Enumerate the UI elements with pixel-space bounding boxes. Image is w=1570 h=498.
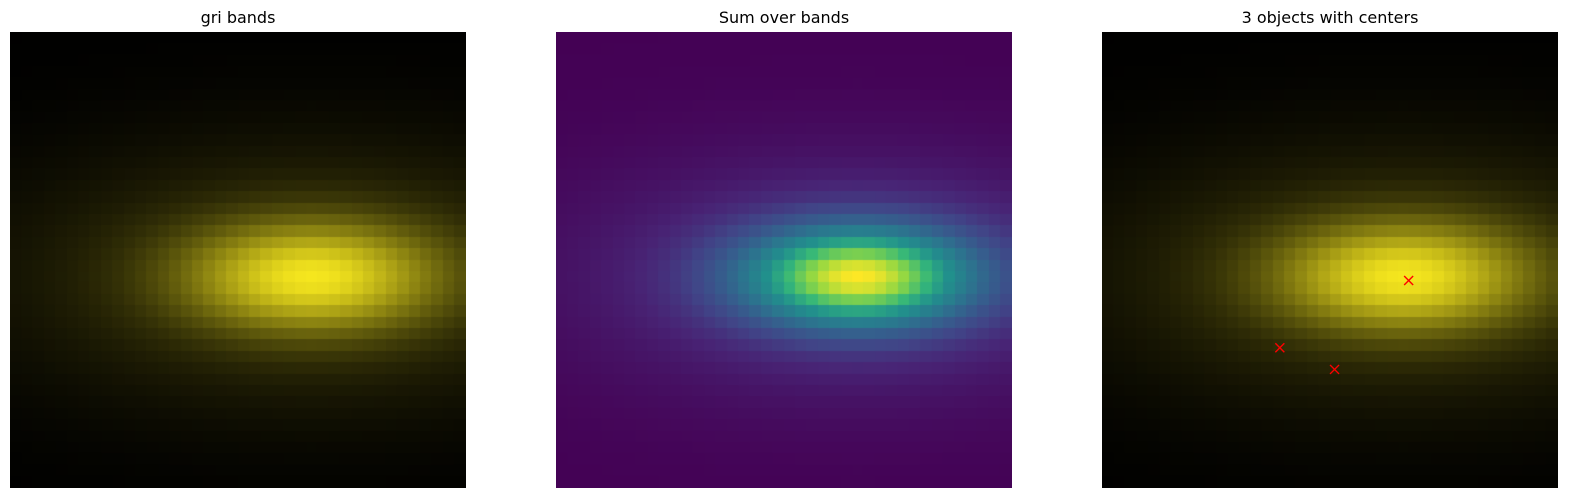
chart-title: Sum over bands: [718, 8, 850, 27]
chart-title: gri bands: [200, 8, 276, 27]
marker-layer: [556, 32, 1012, 488]
gri-composite-image: [1102, 32, 1558, 488]
image-area: [10, 32, 466, 488]
chart-title: 3 objects with centers: [1241, 8, 1419, 27]
object-center-marker-1: [1403, 275, 1414, 286]
object-center-marker-2: [1274, 342, 1285, 353]
object-center-marker-3: [1329, 364, 1340, 375]
marker-layer: [10, 32, 466, 488]
image-area: [1102, 32, 1558, 488]
panel-gri-bands: gri bands: [10, 0, 466, 498]
summed-band-heatmap: [556, 32, 1012, 488]
marker-layer: [1274, 275, 1414, 375]
panel-sum-over-bands: Sum over bands: [556, 0, 1012, 498]
image-area: [556, 32, 1012, 488]
gri-composite-image: [10, 32, 466, 488]
panel-objects-with-centers: 3 objects with centers: [1102, 0, 1558, 498]
